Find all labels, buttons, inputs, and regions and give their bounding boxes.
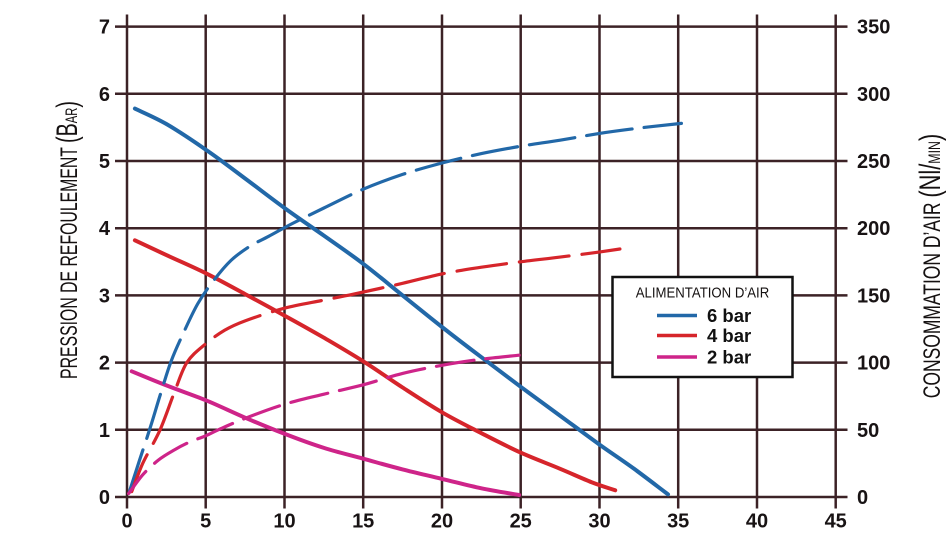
svg-text:10: 10 — [273, 511, 295, 533]
svg-text:5: 5 — [200, 511, 211, 533]
svg-text:25: 25 — [510, 511, 532, 533]
svg-text:0: 0 — [857, 487, 868, 509]
svg-text:0: 0 — [99, 487, 110, 509]
svg-text:350: 350 — [857, 17, 890, 39]
svg-text:150: 150 — [857, 285, 890, 307]
svg-text:7: 7 — [99, 17, 110, 39]
svg-text:6 bar: 6 bar — [707, 305, 751, 326]
svg-text:200: 200 — [857, 218, 890, 240]
svg-text:4: 4 — [99, 218, 111, 240]
svg-text:6: 6 — [99, 84, 110, 106]
svg-text:45: 45 — [825, 511, 847, 533]
svg-text:40: 40 — [746, 511, 768, 533]
svg-text:PRESSION DE REFOULEMENT (BAR): PRESSION DE REFOULEMENT (BAR) — [51, 101, 84, 379]
svg-text:1: 1 — [99, 420, 110, 442]
svg-text:2 bar: 2 bar — [707, 347, 751, 368]
svg-text:100: 100 — [857, 353, 890, 375]
svg-text:30: 30 — [588, 511, 610, 533]
svg-text:15: 15 — [352, 511, 374, 533]
svg-text:5: 5 — [99, 151, 110, 173]
svg-text:35: 35 — [667, 511, 689, 533]
svg-text:3: 3 — [99, 285, 110, 307]
svg-text:0: 0 — [121, 511, 132, 533]
svg-text:4 bar: 4 bar — [707, 325, 751, 346]
svg-text:50: 50 — [857, 420, 879, 442]
svg-text:2: 2 — [99, 353, 110, 375]
svg-text:250: 250 — [857, 151, 890, 173]
svg-text:ALIMENTATION D’AIR: ALIMENTATION D’AIR — [636, 285, 770, 302]
svg-text:20: 20 — [431, 511, 453, 533]
svg-text:300: 300 — [857, 84, 890, 106]
